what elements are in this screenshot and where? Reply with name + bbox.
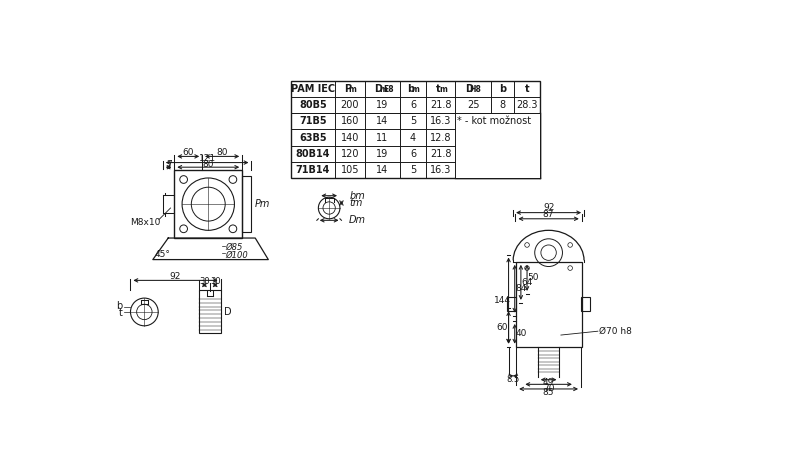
Text: 70: 70 (543, 384, 554, 393)
Text: 19: 19 (376, 100, 389, 110)
Text: 120: 120 (341, 148, 359, 159)
Text: 7: 7 (166, 160, 172, 169)
Text: 200: 200 (341, 100, 359, 110)
Text: 80B14: 80B14 (296, 148, 330, 159)
Text: 140: 140 (341, 133, 359, 143)
Bar (507, 297, 516, 311)
Text: t: t (436, 84, 441, 94)
Bar (199, 290, 221, 333)
Text: 5: 5 (410, 117, 416, 126)
Text: m: m (348, 86, 356, 94)
Text: tm: tm (349, 198, 362, 208)
Bar (290, 81, 540, 178)
Text: 85: 85 (543, 387, 554, 396)
Text: m: m (411, 86, 419, 94)
Text: M8x10: M8x10 (130, 218, 160, 227)
Text: b: b (407, 84, 414, 94)
Text: t: t (525, 84, 530, 94)
Text: 80B5: 80B5 (299, 100, 327, 110)
Bar (581, 297, 590, 311)
Text: Pm: Pm (254, 199, 270, 209)
Text: 80: 80 (202, 160, 214, 169)
Text: Ø70 h8: Ø70 h8 (599, 327, 632, 336)
Text: 105: 105 (341, 165, 359, 175)
Text: 16.3: 16.3 (430, 165, 451, 175)
Text: 24*: 24* (465, 117, 482, 126)
Text: 8: 8 (499, 100, 506, 110)
Text: 5: 5 (410, 165, 416, 175)
Text: 11: 11 (376, 133, 389, 143)
Text: 64: 64 (522, 278, 533, 287)
Text: PAM IEC: PAM IEC (291, 84, 335, 94)
Text: 28.3: 28.3 (516, 100, 538, 110)
Text: bm: bm (349, 191, 365, 201)
Text: D: D (374, 84, 382, 94)
Bar (456, 114, 540, 178)
Text: 144: 144 (494, 296, 511, 305)
Text: 21.8: 21.8 (430, 100, 451, 110)
Text: 30: 30 (210, 277, 221, 286)
Text: H8: H8 (470, 86, 482, 94)
Text: 21.8: 21.8 (430, 148, 451, 159)
Text: 27.3*: 27.3* (514, 117, 540, 126)
Text: 80: 80 (216, 148, 228, 157)
Text: 121: 121 (198, 154, 216, 163)
Text: 60: 60 (497, 323, 508, 332)
Text: 92: 92 (543, 203, 554, 212)
Text: 25: 25 (467, 100, 479, 110)
Text: Ø100: Ø100 (226, 251, 248, 260)
Text: t: t (119, 309, 122, 319)
Text: 40: 40 (515, 329, 526, 338)
Text: 8.5: 8.5 (506, 375, 520, 384)
Text: 63B5: 63B5 (299, 133, 326, 143)
Text: m: m (439, 86, 447, 94)
Text: 6: 6 (410, 148, 416, 159)
Bar (516, 262, 582, 346)
Text: 14: 14 (376, 117, 389, 126)
Text: 71B5: 71B5 (299, 117, 326, 126)
Text: 160: 160 (341, 117, 359, 126)
Text: 60: 60 (182, 148, 194, 157)
Bar (242, 176, 251, 232)
Text: P: P (344, 84, 351, 94)
Text: b: b (117, 301, 122, 311)
Text: 71B14: 71B14 (296, 165, 330, 175)
Text: * - kot možnost: * - kot možnost (457, 117, 531, 126)
Text: 4: 4 (410, 133, 416, 143)
Text: 45°: 45° (155, 251, 170, 260)
Text: 49: 49 (543, 378, 554, 387)
Text: E8: E8 (383, 85, 394, 94)
Text: 50: 50 (527, 274, 539, 283)
Text: 8*: 8* (497, 117, 508, 126)
Text: Dm: Dm (349, 215, 366, 225)
Text: 92: 92 (170, 272, 182, 281)
Text: Ø85: Ø85 (226, 243, 242, 252)
Text: D: D (466, 84, 474, 94)
Text: 6: 6 (410, 100, 416, 110)
Text: 19: 19 (376, 148, 389, 159)
Text: 16.3: 16.3 (430, 117, 451, 126)
Bar (174, 170, 242, 238)
Text: D: D (225, 307, 232, 317)
Text: m: m (379, 86, 387, 94)
Text: 14: 14 (376, 165, 389, 175)
Text: 12.8: 12.8 (430, 133, 451, 143)
Text: 30: 30 (199, 277, 210, 286)
Text: 87: 87 (543, 211, 554, 220)
Text: b: b (499, 84, 506, 94)
Text: 84: 84 (515, 284, 526, 293)
